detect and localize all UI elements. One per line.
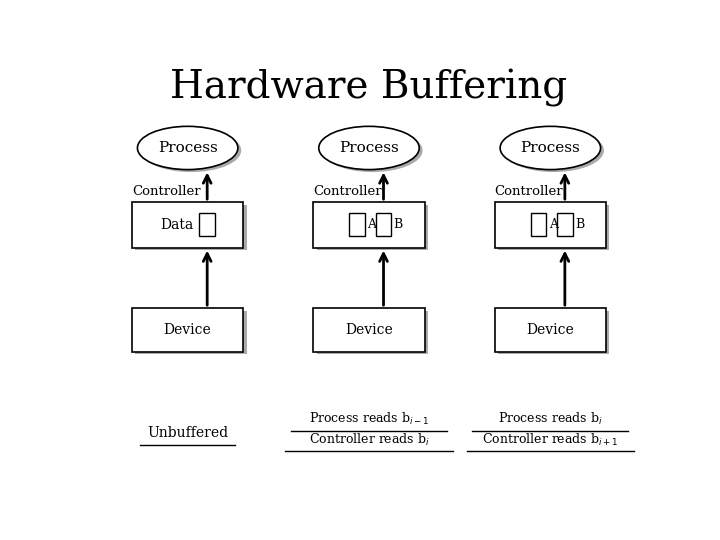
Text: Unbuffered: Unbuffered [147, 426, 228, 440]
Bar [199, 213, 215, 237]
Bar [531, 213, 546, 237]
Text: Process: Process [339, 141, 399, 155]
Text: Process reads b$_i$: Process reads b$_i$ [498, 411, 603, 427]
Text: Controller: Controller [495, 185, 563, 198]
Text: Device: Device [163, 323, 212, 337]
Ellipse shape [503, 129, 604, 172]
Text: Process: Process [521, 141, 580, 155]
Text: Controller: Controller [313, 185, 382, 198]
Bar [135, 310, 247, 354]
Text: B: B [394, 218, 402, 231]
Ellipse shape [141, 129, 241, 172]
Text: A: A [367, 218, 377, 231]
Text: Hardware Buffering: Hardware Buffering [171, 69, 567, 107]
Ellipse shape [319, 126, 419, 170]
Text: Controller: Controller [132, 185, 200, 198]
Ellipse shape [138, 126, 238, 170]
Text: Process reads b$_{i-1}$: Process reads b$_{i-1}$ [309, 411, 429, 427]
Text: Process: Process [158, 141, 217, 155]
Bar [135, 205, 247, 250]
Text: Controller reads b$_{i+1}$: Controller reads b$_{i+1}$ [482, 432, 618, 448]
Bar [313, 202, 425, 248]
Bar [317, 205, 428, 250]
Text: Device: Device [345, 323, 393, 337]
Text: Device: Device [526, 323, 575, 337]
Bar [376, 213, 392, 237]
Text: A: A [549, 218, 558, 231]
Text: B: B [575, 218, 584, 231]
Bar [495, 202, 606, 248]
Ellipse shape [500, 126, 600, 170]
Bar [349, 213, 365, 237]
Text: Data: Data [160, 218, 193, 232]
Bar [317, 310, 428, 354]
Bar [313, 308, 425, 352]
Bar [495, 308, 606, 352]
Bar [132, 202, 243, 248]
Bar [132, 308, 243, 352]
Text: Controller reads b$_i$: Controller reads b$_i$ [309, 432, 429, 448]
Bar [498, 310, 610, 354]
Bar [557, 213, 572, 237]
Ellipse shape [322, 129, 423, 172]
Bar [498, 205, 610, 250]
